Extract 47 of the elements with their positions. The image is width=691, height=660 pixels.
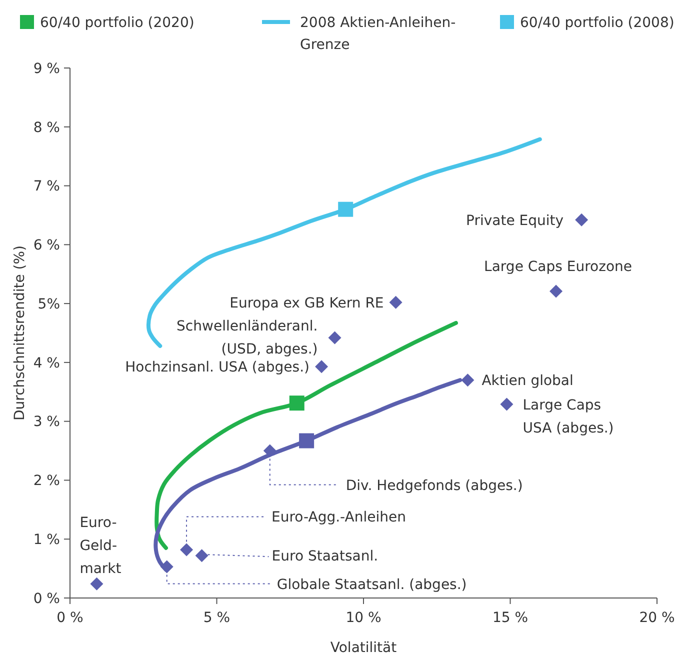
legend-label: 2008 Aktien-Anleihen-Grenze bbox=[300, 14, 456, 53]
y-tick-label: 4 % bbox=[33, 355, 60, 372]
point bbox=[263, 444, 276, 458]
legend-label: 60/40 portfolio (2020) bbox=[40, 14, 194, 31]
point bbox=[500, 398, 514, 411]
y-tick-label: 6 % bbox=[33, 238, 60, 254]
annotation: Div. Hedgefonds (abges.) bbox=[346, 478, 523, 494]
point bbox=[575, 213, 588, 226]
x-tick-label: 5 % bbox=[203, 610, 230, 626]
y-axis-title: Durchschnittsrendite (%) bbox=[12, 245, 28, 421]
y-tick-label: 1 % bbox=[33, 532, 60, 548]
x-tick-label: 10 % bbox=[346, 610, 382, 626]
y-tick-label: 2 % bbox=[33, 473, 60, 490]
annotation: Europa ex GB Kern RE bbox=[230, 295, 384, 312]
y-tick-label: 7 % bbox=[33, 178, 60, 195]
point bbox=[315, 360, 328, 374]
annotation: Euro-Agg.-Anleihen bbox=[272, 510, 406, 526]
point bbox=[160, 560, 174, 574]
point bbox=[289, 396, 304, 411]
annotation: Large Caps Eurozone bbox=[484, 259, 632, 276]
annotation: Large Caps USA (abges.) bbox=[522, 397, 614, 436]
point bbox=[461, 374, 474, 387]
y-tick-label: 5% bbox=[38, 296, 60, 312]
point bbox=[299, 433, 314, 448]
point bbox=[180, 543, 194, 556]
x-tick-label: 20 % bbox=[639, 610, 675, 626]
x-axis-title: Volatilität bbox=[330, 640, 398, 656]
annotation: Hochzinsanl. USA (abges.) bbox=[125, 360, 310, 376]
point bbox=[389, 296, 402, 309]
x-tick-label: 15 % bbox=[492, 610, 528, 626]
legend-label: 60/40 portfolio (2008) bbox=[520, 14, 674, 31]
point bbox=[195, 549, 208, 562]
y-tick-label: 8 % bbox=[33, 120, 60, 136]
point bbox=[338, 202, 354, 217]
y-tick-label: 0 % bbox=[33, 590, 60, 607]
annotation: Private Equity bbox=[466, 212, 564, 229]
annotation: Schwellenländeranl. (USD, abges.) bbox=[176, 318, 318, 358]
point bbox=[550, 284, 563, 298]
annotation: Globale Staatsanl. (abges.) bbox=[276, 576, 467, 593]
y-tick-label: 3 % bbox=[33, 414, 60, 430]
x-tick-label: 0 % bbox=[56, 610, 84, 626]
point bbox=[328, 331, 342, 344]
annotation: Euro Staatsanl. bbox=[272, 548, 378, 565]
annotation: Euro- Geld- markt bbox=[80, 514, 122, 577]
point bbox=[90, 577, 104, 590]
y-tick-label: 9 % bbox=[33, 60, 60, 77]
annotation: Aktien global bbox=[482, 373, 574, 390]
